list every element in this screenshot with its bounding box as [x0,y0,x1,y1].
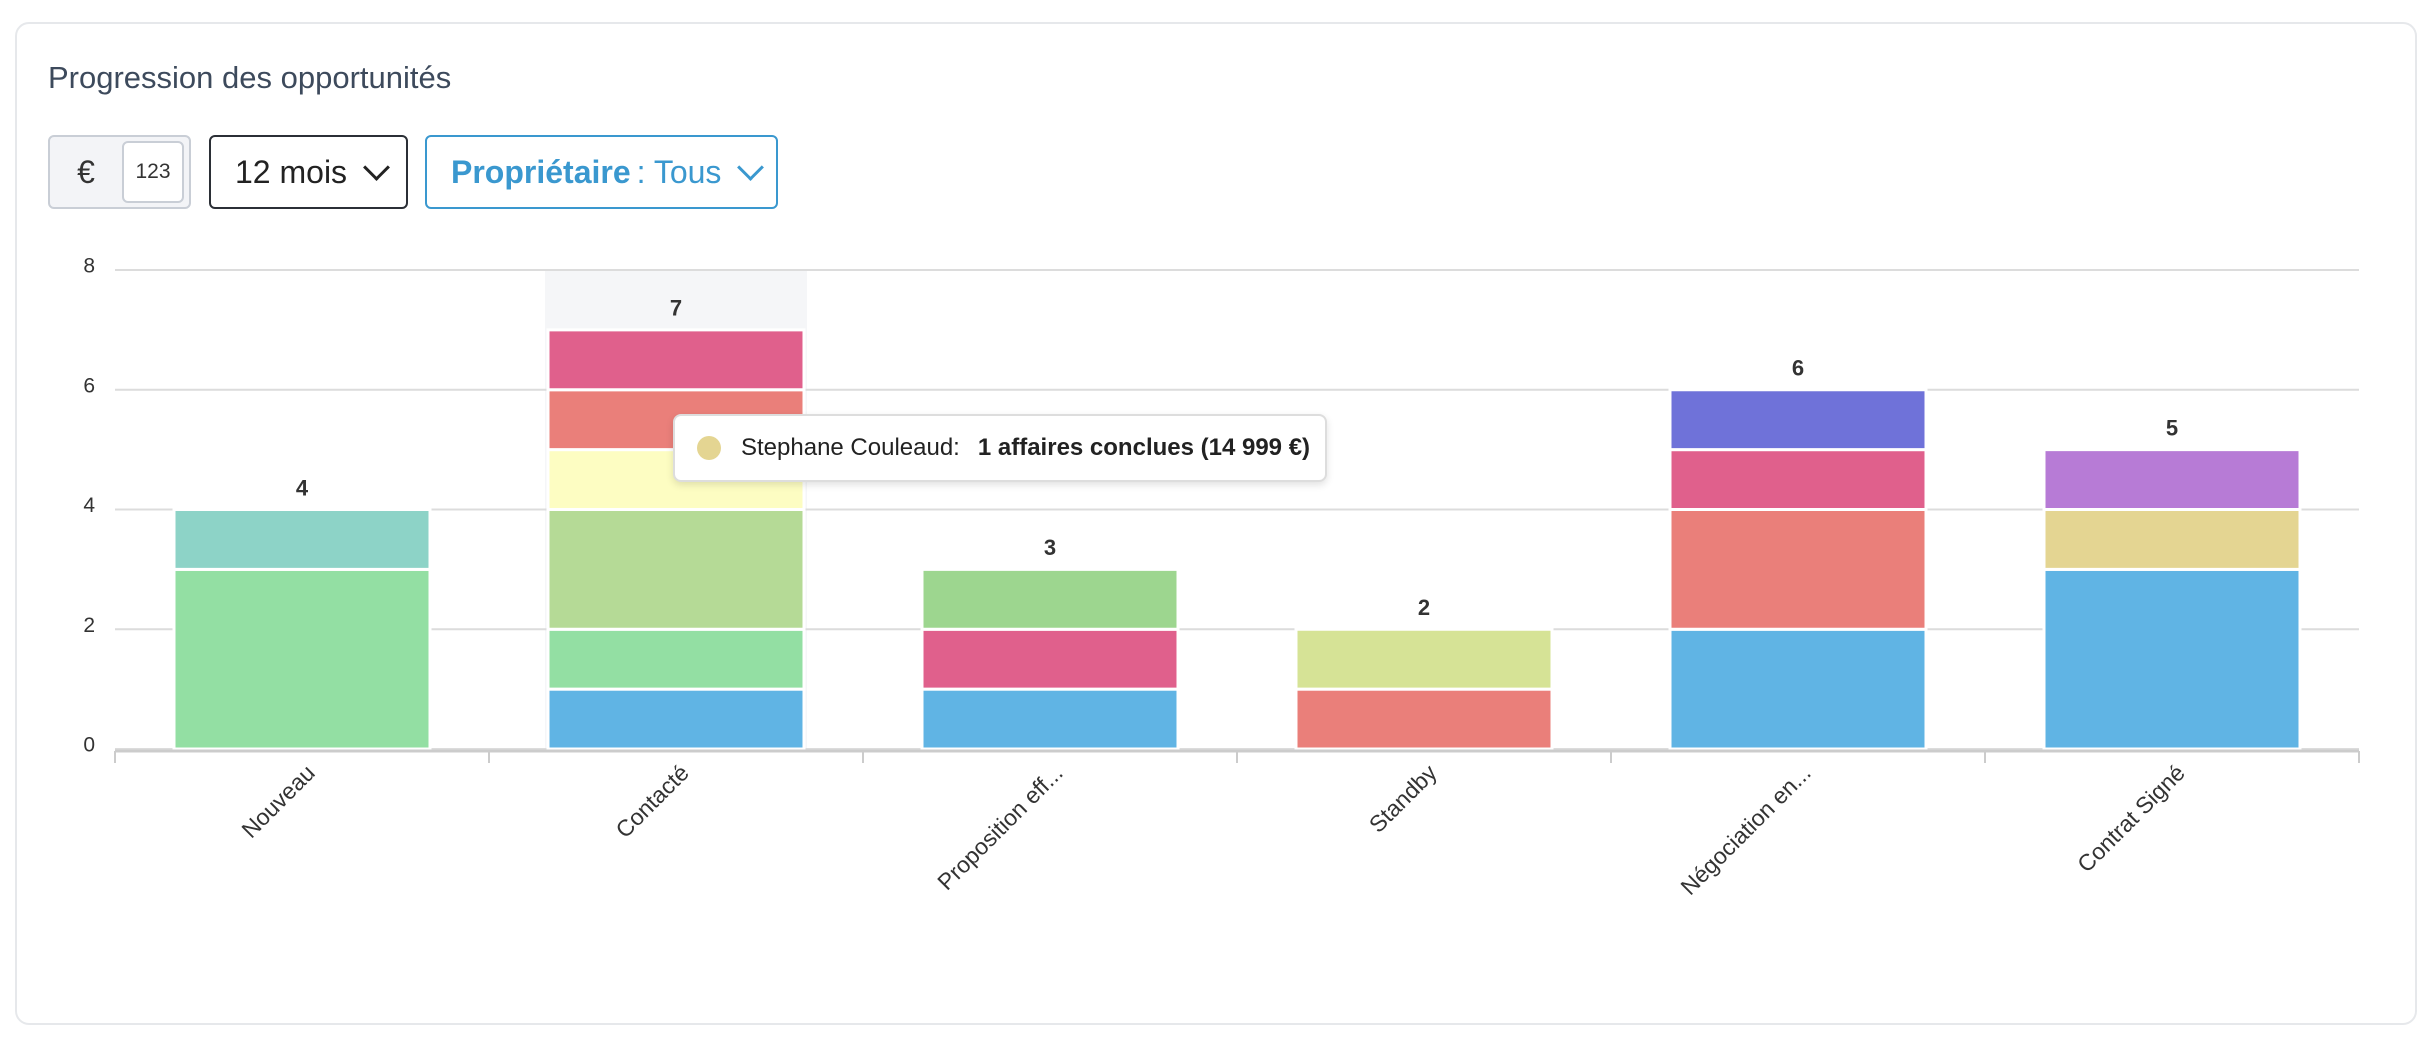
card [15,22,2417,1025]
y-tick-label: 2 [83,614,95,637]
total-label: 7 [670,296,682,321]
x-tick-label: Proposition eff... [932,759,1068,895]
tooltip-name: Stephane Couleaud: [741,434,960,461]
bar-segment [920,627,1180,691]
period-label: 12 mois [235,153,348,190]
x-tick-label: Négociation en... [1675,759,1815,899]
total-label: 2 [1418,595,1430,620]
currency-option[interactable]: € [77,153,95,190]
bar-segment [2042,508,2302,571]
y-tick-label: 4 [83,494,95,517]
owner-label: Propriétaire [451,153,631,190]
bar-segment [546,508,806,631]
total-label: 3 [1044,535,1056,560]
y-tick-label: 8 [83,255,95,278]
bar-segment [1668,627,1928,751]
bar-segment [2042,567,2302,751]
number-option[interactable]: 123 [122,141,184,203]
bar-segment [172,508,432,571]
x-tick-label: Standby [1364,759,1442,837]
bar-segment [920,687,1180,751]
period-select[interactable]: 12 mois [209,135,408,209]
bar-segment [1294,627,1554,691]
bar-segment [1668,388,1928,452]
total-label: 5 [2166,415,2178,440]
y-tick-label: 6 [83,374,95,397]
x-tick-label: Contrat Signé [2072,759,2190,877]
bar-segment [546,627,806,691]
x-tick-label: Nouveau [236,759,319,842]
bar-segment [920,567,1180,631]
tooltip-text: 1 affaires conclues (14 999 €) [977,434,1311,461]
tooltip: Stephane Couleaud: 1 affaires conclues (… [673,414,1327,482]
bar-segment [546,687,806,751]
owner-value: : Tous [636,153,722,190]
bar-segment [1294,687,1554,751]
card-title: Progression des opportunités [48,60,452,95]
total-label: 4 [296,475,309,500]
x-tick-label: Contacté [610,759,693,842]
total-label: 6 [1792,356,1804,381]
unit-toggle[interactable]: € 123 [48,135,191,209]
tooltip-swatch [697,436,721,460]
owner-select[interactable]: Propriétaire: Tous [425,135,778,209]
bar-segment [172,567,432,751]
bar-segment [546,328,806,392]
bar-segment [2042,448,2302,511]
bar-segment [1668,448,1928,511]
y-tick-label: 0 [83,734,95,757]
bar-segment [1668,508,1928,631]
